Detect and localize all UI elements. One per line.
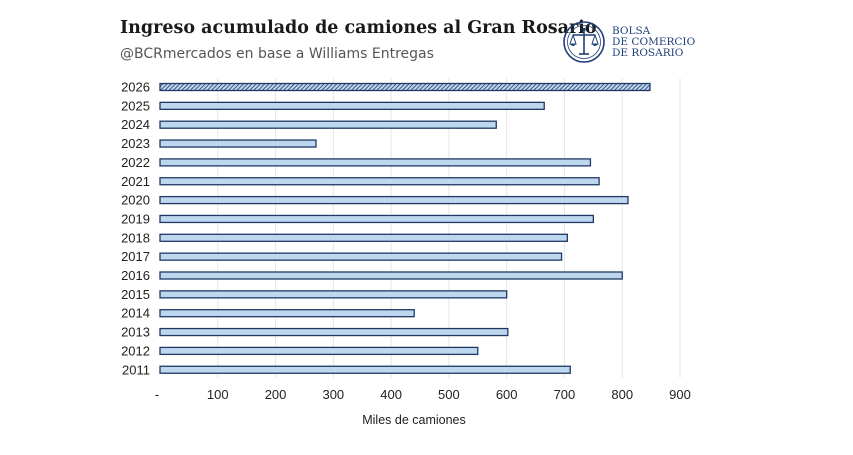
chart-title: Ingreso acumulado de camiones al Gran Ro…	[120, 18, 597, 38]
bar-2022	[159, 158, 592, 167]
bar-2019	[159, 214, 594, 224]
category-label-2026: 2026	[121, 80, 150, 95]
bar-2025	[159, 101, 545, 110]
bar-2017	[159, 252, 563, 261]
bar-2026	[159, 82, 651, 92]
logo-text: BOLSA DE COMERCIO DE ROSARIO	[612, 26, 695, 59]
bar-2023	[159, 139, 317, 148]
x-tick-label: 500	[438, 387, 460, 402]
bar-2016	[159, 271, 623, 280]
category-label-2014: 2014	[121, 306, 150, 321]
bar-2011	[159, 365, 571, 374]
category-label-2019: 2019	[121, 211, 150, 226]
x-tick-label: 100	[207, 387, 229, 402]
x-tick-label: 300	[322, 387, 344, 402]
category-label-2025: 2025	[121, 98, 150, 113]
bar-2021	[159, 177, 600, 186]
category-label-2011: 2011	[122, 362, 150, 377]
category-label-2022: 2022	[121, 155, 150, 170]
scales-of-justice-seal-icon	[563, 21, 605, 63]
bar-2020	[159, 195, 629, 205]
category-label-2021: 2021	[121, 174, 150, 189]
x-tick-label: 700	[554, 387, 576, 402]
bcr-logo: BOLSA DE COMERCIO DE ROSARIO	[562, 20, 712, 64]
logo-line-1: BOLSA	[612, 25, 651, 37]
category-label-2023: 2023	[121, 136, 150, 151]
category-label-2024: 2024	[121, 117, 150, 132]
bar-2013	[159, 327, 509, 337]
x-tick-label: 800	[611, 387, 633, 402]
bar-2012	[159, 346, 479, 356]
category-label-2012: 2012	[121, 343, 150, 358]
category-label-2020: 2020	[121, 193, 150, 208]
x-tick-label: 400	[380, 387, 402, 402]
logo-line-2: DE COMERCIO	[612, 36, 696, 48]
x-tick-label: 600	[496, 387, 518, 402]
category-label-2017: 2017	[121, 249, 150, 264]
bar-2024	[159, 120, 497, 129]
category-labels: 2026 2025 2024 2023 2022 2021 2020 2019 2018 2017…	[121, 80, 150, 378]
category-label-2015: 2015	[121, 287, 150, 302]
bar-2018	[159, 233, 568, 242]
x-axis-title: Miles de camiones	[362, 413, 466, 427]
x-tick-label: 200	[265, 387, 287, 402]
x-tick-label: 900	[669, 387, 691, 402]
category-label-2018: 2018	[121, 230, 150, 245]
logo-line-3: DE ROSARIO	[612, 47, 684, 59]
category-label-2013: 2013	[121, 325, 150, 340]
category-label-2016: 2016	[121, 268, 150, 283]
bar-2014	[159, 309, 415, 318]
x-tick-label: -	[155, 387, 159, 402]
bar-2015	[159, 290, 508, 299]
bars	[159, 82, 651, 374]
x-tick-labels: - 100 200 300 400 500 600 700 800 900	[155, 387, 691, 402]
chart-subtitle: @BCRmercados en base a Williams Entregas	[120, 46, 434, 62]
